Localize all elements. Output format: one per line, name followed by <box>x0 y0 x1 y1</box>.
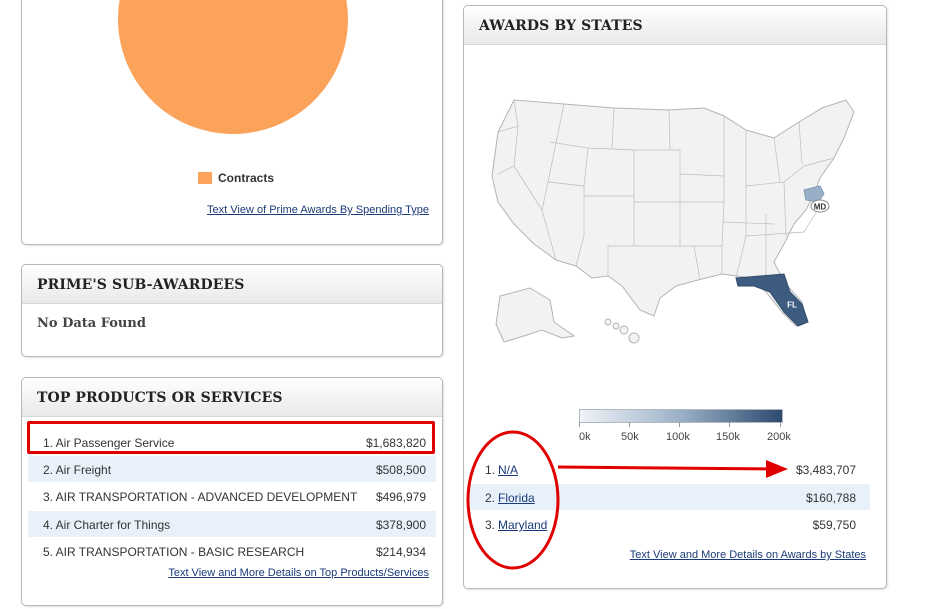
product-label: 4. Air Charter for Things <box>43 518 171 532</box>
product-value: $496,979 <box>375 490 426 504</box>
map-state-borders <box>497 99 835 281</box>
product-row[interactable]: 2. Air Freight $508,500 <box>28 456 436 482</box>
no-data-message: No Data Found <box>37 316 146 331</box>
product-value: $508,500 <box>375 463 426 477</box>
states-details-link[interactable]: Text View and More Details on Awards by … <box>629 549 866 561</box>
product-value: $214,934 <box>375 545 426 559</box>
state-row[interactable]: 3. Maryland $59,750 <box>470 511 870 537</box>
product-row[interactable]: 5. AIR TRANSPORTATION - BASIC RESEARCH $… <box>28 538 436 564</box>
product-row[interactable]: 1. Air Passenger Service $1,683,820 <box>28 429 436 455</box>
pie-slice-contracts[interactable] <box>118 0 348 134</box>
products-title: TOP PRODUCTS OR SERVICES <box>37 390 283 406</box>
us-map: MD FL <box>491 99 855 344</box>
states-panel: AWARDS BY STATES <box>463 5 887 589</box>
map-state-florida[interactable] <box>735 273 809 327</box>
state-row[interactable]: 2. Florida $160,788 <box>470 484 870 510</box>
state-rank: 3. <box>485 518 496 532</box>
product-label: 2. Air Freight <box>43 463 112 477</box>
scale-tick-label: 50k <box>621 431 639 443</box>
map-state-hawaii[interactable] <box>604 318 640 344</box>
svg-text:FL: FL <box>787 301 797 310</box>
subawardees-header: PRIME'S SUB-AWARDEES <box>22 265 442 304</box>
svg-text:MD: MD <box>814 203 827 212</box>
color-scale <box>579 409 783 423</box>
state-row[interactable]: 1. N/A $3,483,707 <box>470 456 870 482</box>
product-row[interactable]: 4. Air Charter for Things $378,900 <box>28 511 436 537</box>
product-row[interactable]: 3. AIR TRANSPORTATION - ADVANCED DEVELOP… <box>28 483 436 509</box>
products-panel: TOP PRODUCTS OR SERVICES 1. Air Passenge… <box>21 377 443 606</box>
map-contiguous-us[interactable] <box>491 99 855 327</box>
states-title: AWARDS BY STATES <box>479 18 643 34</box>
product-label: 3. AIR TRANSPORTATION - ADVANCED DEVELOP… <box>43 490 358 504</box>
legend-swatch <box>198 172 212 184</box>
text-view-spending-link[interactable]: Text View of Prime Awards By Spending Ty… <box>207 204 429 216</box>
state-value: $3,483,707 <box>795 463 856 477</box>
spending-type-panel: Contracts Text View of Prime Awards By S… <box>21 0 443 245</box>
state-value: $160,788 <box>805 491 856 505</box>
states-header: AWARDS BY STATES <box>464 6 886 45</box>
scale-tick-label: 200k <box>767 431 791 443</box>
state-rank: 1. <box>485 463 496 477</box>
highlight-rectangle <box>27 421 435 454</box>
scale-tick-label: 100k <box>666 431 690 443</box>
map-tag-md: MD <box>810 199 830 213</box>
scale-tick-label: 0k <box>579 431 591 443</box>
state-link-florida[interactable]: Florida <box>498 491 535 505</box>
product-label: 1. Air Passenger Service <box>43 436 175 450</box>
map-state-alaska[interactable] <box>495 287 576 343</box>
subawardees-panel: PRIME'S SUB-AWARDEES No Data Found <box>21 264 443 357</box>
subawardees-title: PRIME'S SUB-AWARDEES <box>37 277 245 293</box>
state-rank: 2. <box>485 491 496 505</box>
scale-tick-label: 150k <box>716 431 740 443</box>
map-state-maryland[interactable] <box>803 185 825 203</box>
product-value: $378,900 <box>375 518 426 532</box>
product-label: 5. AIR TRANSPORTATION - BASIC RESEARCH <box>43 545 305 559</box>
products-details-link[interactable]: Text View and More Details on Top Produc… <box>168 567 429 579</box>
legend-label: Contracts <box>218 171 275 185</box>
pie-chart <box>118 0 348 134</box>
state-link-maryland[interactable]: Maryland <box>498 518 548 532</box>
state-link-na[interactable]: N/A <box>498 463 519 477</box>
color-scale-labels: 0k 50k 100k 150k 200k <box>579 431 799 445</box>
product-value: $1,683,820 <box>365 436 426 450</box>
products-header: TOP PRODUCTS OR SERVICES <box>22 378 442 417</box>
map-tag-fl: FL <box>784 298 800 310</box>
state-value: $59,750 <box>812 518 856 532</box>
color-scale-ticks <box>579 422 781 428</box>
